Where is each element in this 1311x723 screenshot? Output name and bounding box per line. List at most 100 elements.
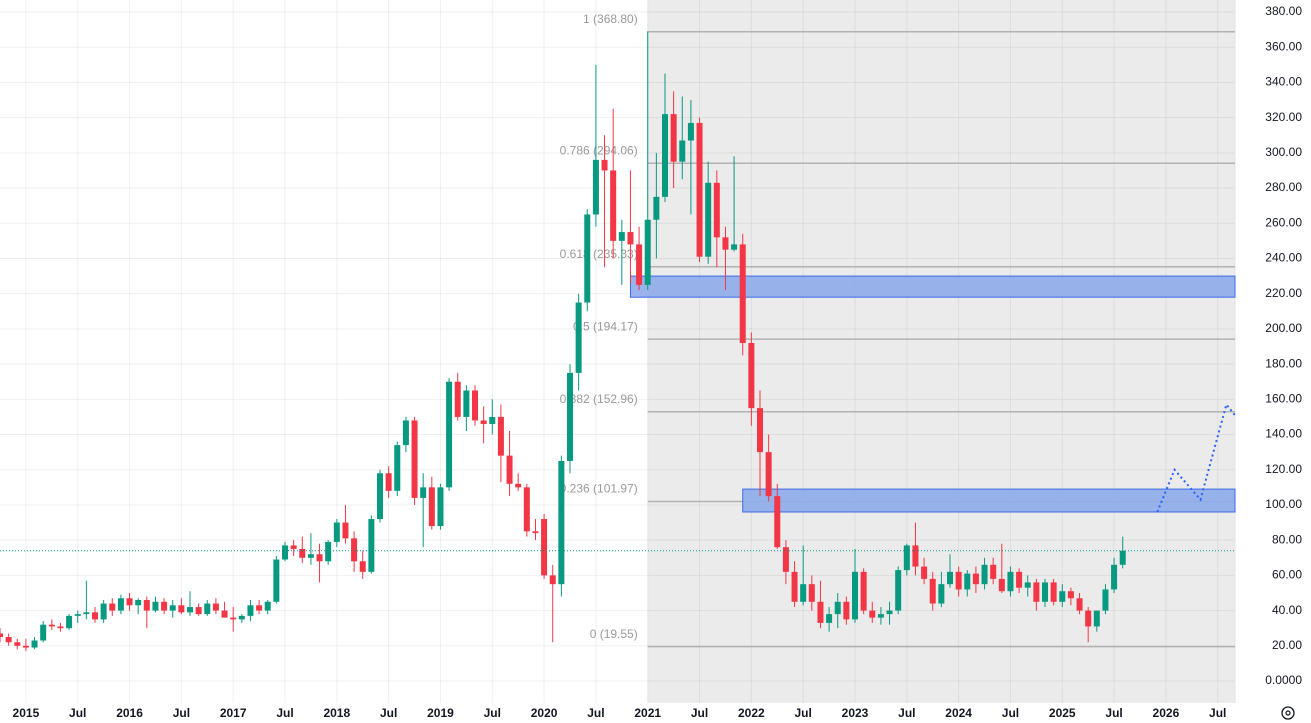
candle-body: [575, 302, 582, 373]
candle-body: [204, 603, 211, 615]
candle-body: [497, 416, 504, 456]
candle-body: [808, 584, 815, 602]
candle-body: [40, 624, 47, 641]
y-tick-label: 360.00: [1265, 39, 1302, 53]
y-tick-label: 120.00: [1265, 462, 1302, 476]
candle-body: [1102, 589, 1109, 611]
candle-body: [238, 615, 245, 620]
candle-body: [420, 487, 427, 498]
candle-body: [748, 342, 755, 409]
candle-body: [843, 601, 850, 620]
candle-body: [428, 487, 435, 527]
candle-body: [402, 420, 409, 446]
candle-body: [1024, 582, 1031, 588]
candle-body: [653, 196, 660, 220]
candle-body: [446, 381, 453, 488]
y-tick-label: 100.00: [1265, 497, 1302, 511]
candle-body: [273, 559, 280, 602]
y-tick-label: 80.00: [1272, 532, 1302, 546]
x-tick-label: 2024: [945, 706, 972, 720]
candle-body: [757, 408, 763, 453]
candle-body: [1067, 591, 1074, 599]
x-tick-label: Jul: [276, 706, 293, 720]
candle-body: [135, 600, 142, 606]
candle-body: [610, 170, 617, 241]
x-tick-label: Jul: [1002, 706, 1019, 720]
candle-body: [264, 601, 271, 611]
x-tick-label: Jul: [795, 706, 812, 720]
candle-body: [161, 601, 168, 611]
candle-body: [359, 561, 366, 572]
candle-body: [109, 603, 116, 611]
candle-body: [195, 607, 202, 615]
candle-body: [515, 483, 522, 488]
y-tick-label: 380.00: [1265, 4, 1302, 18]
zone: [742, 488, 1236, 513]
x-tick-label: 2020: [531, 706, 558, 720]
candle-body: [972, 573, 979, 585]
candle-body: [5, 636, 12, 643]
candle-body: [1016, 571, 1023, 588]
y-tick-label: 220.00: [1265, 286, 1302, 300]
candle-body: [1042, 582, 1048, 602]
candle-body: [31, 640, 38, 648]
candle-body: [169, 605, 176, 611]
x-tick-label: 2015: [13, 706, 40, 720]
settings-icon[interactable]: [1281, 706, 1295, 720]
candle-body: [679, 140, 686, 162]
candle-body: [1076, 598, 1083, 611]
fib-label: 0 (19.55): [590, 627, 638, 641]
x-tick-label: 2025: [1049, 706, 1076, 720]
candle-body: [83, 612, 90, 615]
candle-body: [921, 566, 928, 579]
candle-body: [834, 601, 841, 615]
x-tick-label: Jul: [1105, 706, 1122, 720]
candle-body: [912, 545, 919, 567]
candle-body: [394, 445, 401, 491]
candle-body: [584, 214, 591, 303]
candle-body: [705, 182, 712, 257]
candle-body: [523, 487, 530, 532]
candle-body: [765, 452, 772, 497]
candle-body: [817, 601, 824, 623]
settings-icon-center[interactable]: [1285, 710, 1291, 716]
candle-body: [739, 244, 746, 343]
candle-body: [990, 564, 997, 579]
candle-body: [333, 522, 340, 542]
candle-body: [644, 219, 651, 285]
y-tick-label: 260.00: [1265, 215, 1302, 229]
x-tick-label: 2019: [427, 706, 454, 720]
candle-body: [187, 607, 193, 613]
candle-body: [126, 598, 133, 606]
candle-body: [299, 548, 306, 558]
candle-body: [800, 584, 807, 602]
candle-body: [549, 575, 556, 585]
candle-body: [1093, 610, 1100, 627]
candle-body: [480, 420, 487, 424]
candle-body: [1085, 610, 1092, 627]
candle-body: [1119, 550, 1126, 565]
candle-body: [411, 420, 418, 498]
candle-body: [687, 122, 694, 141]
candle-body: [463, 390, 470, 417]
candle-body: [731, 244, 738, 250]
candle-body: [662, 114, 668, 197]
y-tick-label: 140.00: [1265, 427, 1302, 441]
candle-body: [826, 614, 833, 623]
fib-label: 0.382 (152.96): [560, 392, 638, 406]
y-tick-label: 300.00: [1265, 145, 1302, 159]
candle-body: [903, 545, 910, 571]
candle-body: [178, 605, 185, 613]
candle-body: [57, 626, 64, 629]
candle-body: [66, 615, 73, 629]
y-tick-label: 200.00: [1265, 321, 1302, 335]
candle-body: [256, 605, 263, 611]
candle-body: [22, 645, 29, 648]
x-tick-label: Jul: [898, 706, 915, 720]
x-tick-label: 2017: [220, 706, 247, 720]
candle-body: [290, 545, 297, 549]
candle-body: [351, 538, 358, 562]
zone: [629, 275, 1236, 298]
x-tick-label: Jul: [173, 706, 190, 720]
